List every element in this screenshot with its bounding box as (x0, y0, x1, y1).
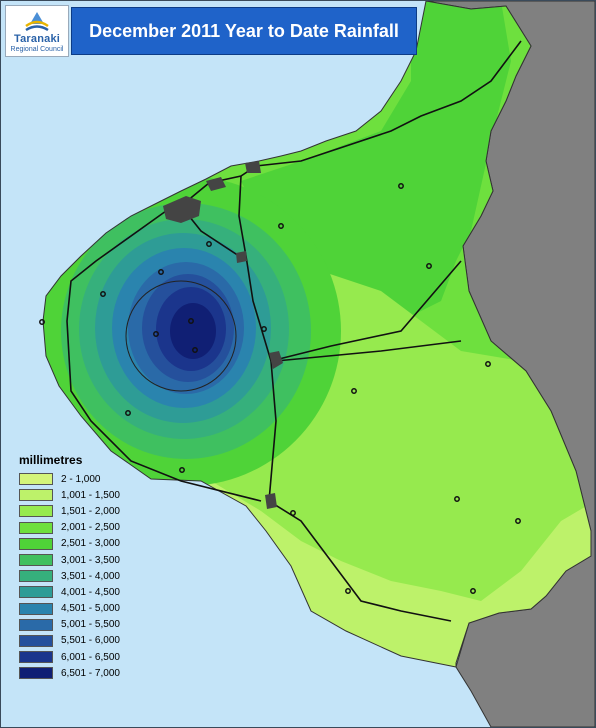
legend-item: 1,501 - 2,000 (19, 503, 219, 519)
legend-label: 5,501 - 6,000 (61, 635, 120, 647)
legend-title: millimetres (19, 453, 83, 467)
gauge-site (278, 223, 284, 229)
legend-swatch (19, 521, 53, 534)
legend-item: 3,001 - 3,500 (19, 552, 219, 568)
legend-swatch (19, 473, 53, 486)
gauge-site (261, 326, 267, 332)
gauge-site (515, 518, 521, 524)
legend-label: 5,001 - 5,500 (61, 619, 120, 631)
urban-new-plymouth (163, 196, 201, 223)
gauge-site (158, 269, 164, 275)
legend-item: 4,501 - 5,000 (19, 601, 219, 617)
gauge-site (179, 467, 185, 473)
legend-label: 1,001 - 1,500 (61, 489, 120, 501)
gauge-site (39, 319, 45, 325)
urban-waitara (245, 161, 261, 173)
legend-label: 4,001 - 4,500 (61, 586, 120, 598)
legend-label: 4,501 - 5,000 (61, 603, 120, 615)
legend-item: 3,501 - 4,000 (19, 568, 219, 584)
gauge-site (345, 588, 351, 594)
gauge-site (192, 347, 198, 353)
gauge-site (290, 510, 296, 516)
gauge-site (125, 410, 131, 416)
legend-label: 6,501 - 7,000 (61, 667, 120, 679)
legend-label: 6,001 - 6,500 (61, 651, 120, 663)
legend-swatch (19, 554, 53, 567)
taranaki-logo-icon (25, 12, 49, 32)
gauge-site (398, 183, 404, 189)
legend: millimetres 2 - 1,000 1,001 - 1,500 1,501 … (19, 453, 219, 681)
logo-subname: Regional Council (10, 46, 64, 53)
legend-swatch (19, 651, 53, 664)
legend-rows: 2 - 1,000 1,001 - 1,500 1,501 - 2,000 2,001… (19, 471, 219, 681)
legend-item: 1,001 - 1,500 (19, 487, 219, 503)
logo-name: Taranaki (13, 33, 61, 45)
urban-stratford (269, 351, 283, 369)
legend-item: 2,001 - 2,500 (19, 520, 219, 536)
gauge-site (100, 291, 106, 297)
urban-inglewood (236, 251, 247, 263)
legend-item: 2 - 1,000 (19, 471, 219, 487)
national-park-boundary (125, 280, 237, 392)
urban-areas (163, 161, 283, 509)
gauge-site (470, 588, 476, 594)
legend-item: 2,501 - 3,000 (19, 536, 219, 552)
map-title: December 2011 Year to Date Rainfall (89, 20, 399, 41)
urban-hawera (265, 493, 277, 509)
legend-item: 6,501 - 7,000 (19, 665, 219, 681)
legend-item: 5,001 - 5,500 (19, 617, 219, 633)
legend-label: 3,001 - 3,500 (61, 554, 120, 566)
legend-swatch (19, 505, 53, 518)
legend-item: 5,501 - 6,000 (19, 633, 219, 649)
legend-label: 2 - 1,000 (61, 473, 101, 485)
road-network (66, 40, 522, 622)
gauge-site (351, 388, 357, 394)
gauge-site (454, 496, 460, 502)
gauge-site (426, 263, 432, 269)
legend-swatch (19, 634, 53, 647)
legend-swatch (19, 667, 53, 680)
legend-swatch (19, 618, 53, 631)
legend-swatch (19, 489, 53, 502)
gauge-site (485, 361, 491, 367)
gauge-site (153, 331, 159, 337)
legend-label: 2,001 - 2,500 (61, 522, 120, 534)
legend-swatch (19, 586, 53, 599)
title-bar: December 2011 Year to Date Rainfall (71, 7, 417, 55)
legend-label: 2,501 - 3,000 (61, 538, 120, 550)
legend-swatch (19, 570, 53, 583)
legend-label: 3,501 - 4,000 (61, 570, 120, 582)
urban-bell-block (206, 177, 226, 191)
zone-6501-7000 (170, 303, 216, 359)
legend-item: 4,001 - 4,500 (19, 584, 219, 600)
council-logo: Taranaki Regional Council (5, 5, 69, 57)
legend-label: 1,501 - 2,000 (61, 505, 120, 517)
region-coastline (42, 1, 592, 668)
legend-item: 6,001 - 6,500 (19, 649, 219, 665)
gauge-site (206, 241, 212, 247)
legend-swatch (19, 602, 53, 615)
gauge-site (188, 318, 194, 324)
rain-gauge-sites (39, 183, 521, 594)
legend-swatch (19, 537, 53, 550)
